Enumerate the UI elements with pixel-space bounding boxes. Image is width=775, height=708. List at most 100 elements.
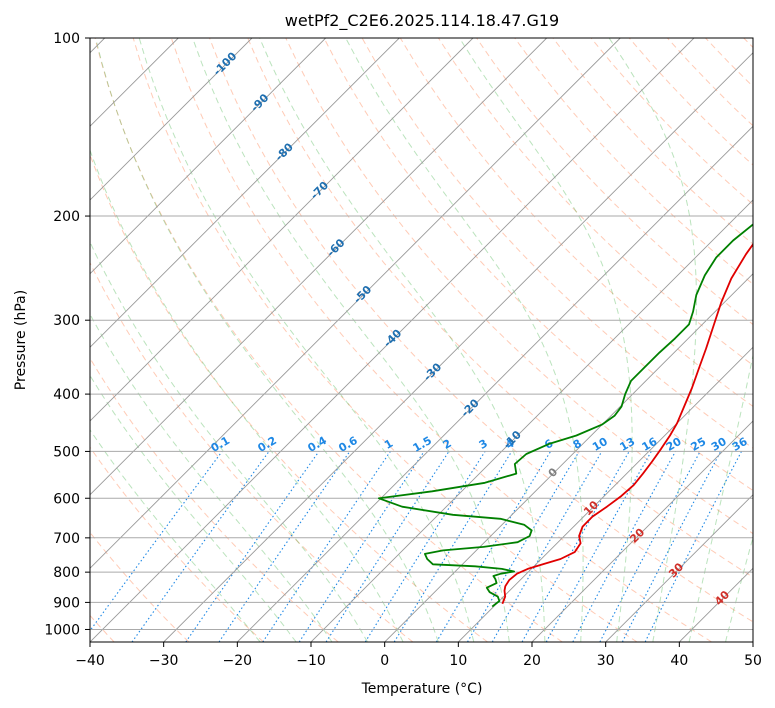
isotherm-line	[531, 420, 753, 642]
isotherm-line	[163, 52, 753, 642]
mixing-ratio-line	[298, 451, 425, 642]
dry-adiabat-line	[90, 153, 488, 642]
x-tick-label: −20	[223, 653, 253, 669]
isotherm-line	[752, 641, 753, 642]
mixing-ratio-line	[572, 451, 676, 642]
mixing-ratio-line	[90, 451, 223, 632]
x-tick-label: 0	[380, 653, 389, 669]
moist-adiabat-line	[138, 38, 475, 642]
mixing-ratio-label: 2	[441, 437, 454, 452]
moist-adiabat-line	[608, 38, 698, 642]
dry-adiabat-line	[437, 38, 753, 366]
dry-adiabat-line	[514, 38, 753, 285]
moist-adiabat-line	[95, 38, 439, 642]
isotherm-label: -30	[421, 360, 444, 383]
isotherm-line	[90, 38, 548, 496]
moist-adiabat-line	[458, 38, 633, 642]
dry-adiabat-line	[90, 357, 339, 642]
x-tick-label: 40	[670, 653, 688, 669]
dry-adiabat-line	[667, 38, 753, 127]
mixing-ratio-line	[545, 451, 652, 642]
isotherm-line	[90, 38, 253, 201]
dry-adiabat-line	[323, 38, 753, 492]
dry-adiabat-line	[90, 261, 414, 642]
y-tick-label: 200	[53, 209, 80, 225]
dry-adiabat-line	[552, 38, 753, 245]
isotherm-line	[90, 38, 695, 642]
y-tick-label: 100	[53, 31, 80, 47]
isotherm-label: -20	[459, 396, 482, 419]
dry-adiabat-line	[90, 446, 264, 642]
mixing-ratio-line	[325, 451, 450, 642]
isotherm-label: 40	[712, 588, 732, 608]
y-tick-label: 300	[53, 313, 80, 329]
x-tick-label: 50	[744, 653, 762, 669]
mixing-ratio-line	[262, 451, 391, 642]
mixing-ratio-line	[185, 451, 320, 642]
y-tick-label: 900	[53, 595, 80, 611]
moist-adiabat-line	[345, 38, 584, 642]
isotherm-label: -70	[308, 179, 331, 202]
y-tick-label: 600	[53, 491, 80, 507]
mixing-ratio-line	[644, 451, 742, 642]
mixing-ratio-label: 3	[477, 437, 490, 452]
dry-adiabat-line	[476, 38, 753, 326]
isotherm-line	[90, 38, 621, 569]
isotherm-label: -80	[273, 140, 296, 163]
isotherm-label: 0	[546, 465, 561, 480]
dry-adiabat-line	[705, 38, 753, 88]
x-axis-label: Temperature (°C)	[361, 681, 483, 697]
isotherm-label: -10	[501, 428, 524, 451]
isotherm-line	[236, 125, 753, 642]
isotherm-label: -50	[351, 283, 374, 306]
moist-adiabat-line	[725, 535, 753, 642]
dry-adiabat-line	[170, 38, 712, 642]
y-axis-label: Pressure (hPa)	[13, 290, 29, 390]
dewpoint-profile-line	[377, 223, 753, 608]
y-tick-label: 400	[53, 387, 80, 403]
moist-adiabat-line	[90, 148, 404, 642]
mixing-ratio-line	[393, 451, 513, 642]
isotherm-line	[678, 567, 753, 642]
isotherm-line	[90, 38, 327, 275]
isotherm-line	[310, 199, 753, 642]
isotherm-label: -100	[211, 49, 240, 78]
moist-adiabat-line	[90, 374, 297, 642]
y-tick-label: 1000	[44, 622, 80, 638]
moist-adiabat-line	[259, 38, 546, 642]
isotherm-label: 10	[581, 498, 601, 518]
plot-frame	[89, 37, 754, 643]
mixing-ratio-line	[599, 451, 701, 642]
dry-adiabat-line	[590, 38, 753, 206]
isotherm-label: -40	[381, 326, 404, 349]
isotherm-line	[605, 494, 753, 642]
isotherm-line	[457, 346, 753, 642]
x-tick-label: −30	[149, 653, 179, 669]
y-tick-label: 700	[53, 531, 80, 547]
isotherm-label: 20	[627, 525, 647, 545]
mixing-ratio-line	[521, 451, 630, 642]
isotherm-line	[90, 38, 474, 422]
dry-adiabat-line	[94, 38, 563, 642]
moist-adiabat-line	[90, 428, 261, 642]
isotherm-label: -60	[324, 236, 347, 259]
moist-adiabat-line	[688, 353, 753, 642]
dry-adiabat-line	[285, 38, 753, 535]
mixing-ratio-line	[364, 451, 486, 642]
x-tick-label: −10	[296, 653, 326, 669]
moist-adiabat-line	[90, 313, 333, 642]
x-tick-label: 10	[449, 653, 467, 669]
x-tick-label: 20	[523, 653, 541, 669]
mixing-ratio-line	[621, 451, 722, 642]
isotherm-label: -90	[248, 91, 271, 114]
x-tick-label: −40	[75, 653, 105, 669]
dry-adiabat-line	[209, 38, 753, 623]
y-tick-label: 500	[53, 444, 80, 460]
moist-adiabat-line	[90, 240, 369, 642]
dry-adiabat-line	[743, 38, 753, 49]
y-tick-label: 800	[53, 565, 80, 581]
dry-adiabat-line	[247, 38, 753, 578]
mixing-ratio-line	[218, 451, 351, 642]
isotherm-line	[384, 273, 753, 642]
